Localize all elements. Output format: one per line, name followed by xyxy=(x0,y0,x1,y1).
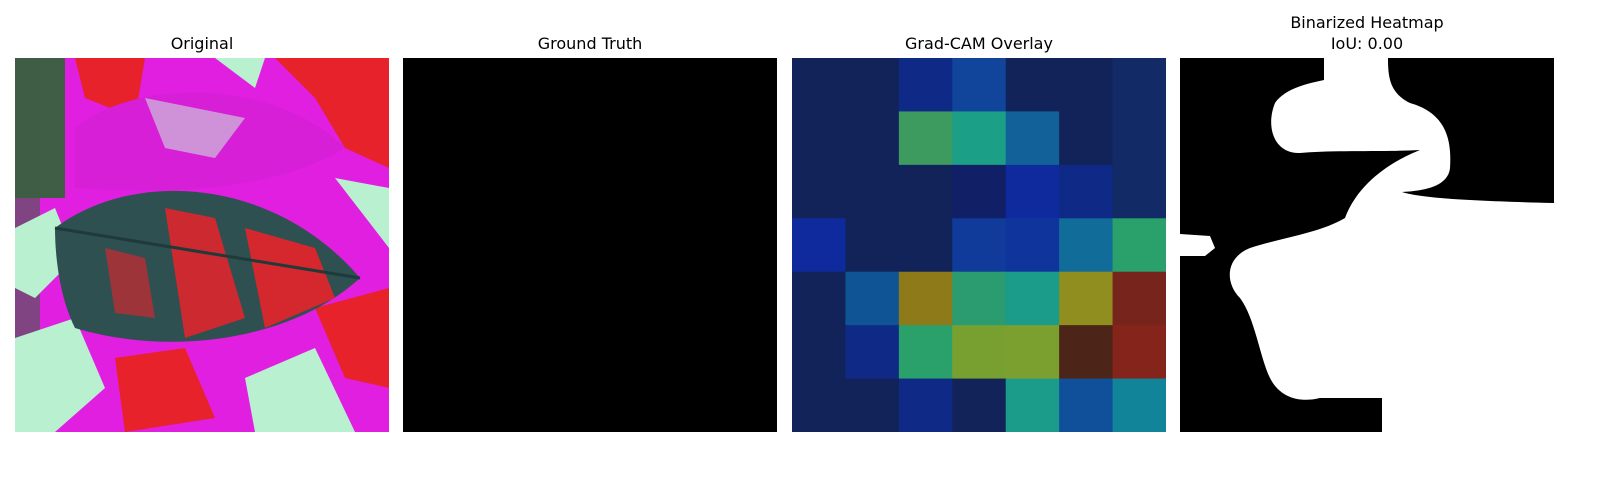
gradcam-cell xyxy=(952,58,1007,112)
gradcam-cell xyxy=(952,111,1007,166)
gradcam-cell xyxy=(898,111,953,166)
gradcam-cell xyxy=(1112,111,1166,166)
gradcam-cell xyxy=(898,325,953,380)
gradcam-cell xyxy=(1005,378,1060,432)
gradcam-cell xyxy=(1005,111,1060,166)
gradcam-cell xyxy=(792,218,846,273)
gradcam-cell xyxy=(792,164,846,219)
original-title: Original xyxy=(170,34,234,53)
gradcam-cell xyxy=(898,58,953,112)
gradcam-cell xyxy=(1059,218,1114,273)
original-image xyxy=(15,58,389,432)
gradcam-cell xyxy=(952,271,1007,326)
gradcam-cell xyxy=(845,325,900,380)
original-image-drawing xyxy=(15,58,389,432)
gradcam-cell xyxy=(1059,325,1114,380)
gradcam-cell xyxy=(792,111,846,166)
ground-truth-title: Ground Truth xyxy=(537,34,643,53)
gradcam-cell xyxy=(792,58,846,112)
binarized-heatmap-title-block: Binarized Heatmap IoU: 0.00 xyxy=(1180,12,1554,54)
gradcam-cell xyxy=(1059,271,1114,326)
gradcam-cell xyxy=(845,218,900,273)
gradcam-cell xyxy=(898,271,953,326)
iou-score: IoU: 0.00 xyxy=(1330,34,1404,53)
gradcam-cell xyxy=(845,58,900,112)
gradcam-cell xyxy=(845,378,900,432)
gradcam-cell xyxy=(1112,58,1166,112)
gradcam-overlay xyxy=(792,58,1166,432)
gradcam-cell xyxy=(1005,58,1060,112)
binarized-heatmap-title: Binarized Heatmap xyxy=(1290,13,1444,32)
gradcam-cell xyxy=(898,218,953,273)
gradcam-cell xyxy=(1059,58,1114,112)
gradcam-cell xyxy=(1005,218,1060,273)
gradcam-cell xyxy=(845,111,900,166)
gradcam-cell xyxy=(845,164,900,219)
gradcam-cell xyxy=(1112,218,1166,273)
gradcam-cell xyxy=(1005,325,1060,380)
gradcam-cell xyxy=(898,378,953,432)
gradcam-cell xyxy=(1059,111,1114,166)
gradcam-cell xyxy=(1005,164,1060,219)
gradcam-cell xyxy=(898,164,953,219)
ground-truth-mask xyxy=(403,58,777,432)
gradcam-cell xyxy=(1059,378,1114,432)
gradcam-cell xyxy=(1005,271,1060,326)
gradcam-cell xyxy=(792,378,846,432)
gradcam-cell xyxy=(952,378,1007,432)
gradcam-cell xyxy=(1112,378,1166,432)
gradcam-overlay-title: Grad-CAM Overlay xyxy=(905,34,1053,53)
gradcam-cell xyxy=(952,218,1007,273)
gradcam-cell xyxy=(1112,271,1166,326)
gradcam-cell xyxy=(1112,164,1166,219)
gradcam-cell xyxy=(952,325,1007,380)
gradcam-cell xyxy=(952,164,1007,219)
gradcam-cell xyxy=(1112,325,1166,380)
binarized-heatmap xyxy=(1180,58,1554,432)
ground-truth-drawing xyxy=(403,58,777,432)
gradcam-cell xyxy=(845,271,900,326)
gradcam-heatmap-grid xyxy=(792,58,1166,432)
gradcam-cell xyxy=(792,325,846,380)
gradcam-cell xyxy=(1059,164,1114,219)
binarized-heatmap-drawing xyxy=(1180,58,1554,432)
gradcam-cell xyxy=(792,271,846,326)
